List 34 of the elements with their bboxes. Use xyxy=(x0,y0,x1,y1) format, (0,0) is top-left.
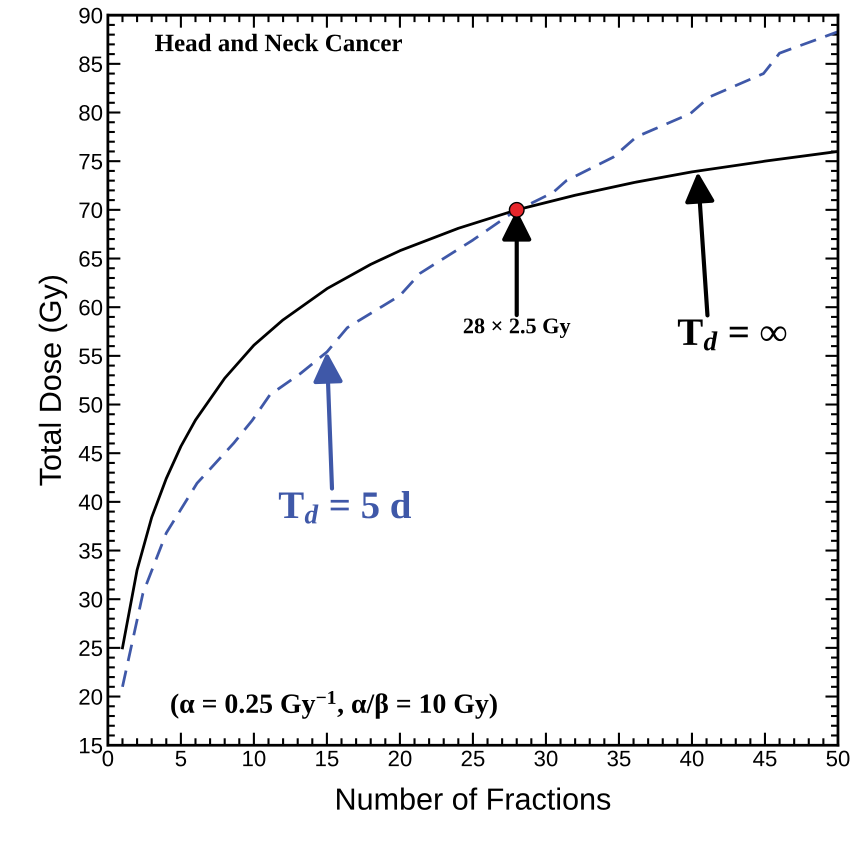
y-tick-label: 35 xyxy=(79,543,102,559)
x-tick-label: 50 xyxy=(826,750,850,766)
annotation: Head and Neck Cancer xyxy=(155,34,402,52)
y-tick-label: 60 xyxy=(79,300,102,316)
annotation: T$_{d}$ = ∞ xyxy=(678,319,786,351)
x-tick-label: 20 xyxy=(388,750,412,766)
y-tick-label: 80 xyxy=(79,105,102,121)
x-tick-label: 45 xyxy=(753,750,776,766)
y-tick-label: 85 xyxy=(79,56,102,72)
x-tick-label: 40 xyxy=(680,750,704,766)
y-tick-label: 50 xyxy=(79,397,102,413)
y-tick-label: 65 xyxy=(79,251,102,267)
y-tick-label: 15 xyxy=(80,738,102,754)
y-tick-label: 40 xyxy=(78,494,102,510)
x-tick-label: 35 xyxy=(607,750,630,766)
y-tick-label: 70 xyxy=(79,202,102,218)
x-tick-label: 10 xyxy=(243,750,266,766)
x-axis-title: Number of Fractions xyxy=(337,787,610,810)
y-tick-label: 45 xyxy=(78,446,102,462)
y-tick-label: 30 xyxy=(79,592,102,608)
annotation: (α = 0.25 Gy$^{−1}$, α/β = 10 Gy) xyxy=(171,691,497,719)
y-tick-label: 75 xyxy=(79,154,102,170)
x-tick-label: 0 xyxy=(102,750,114,766)
x-tick-label: 25 xyxy=(462,750,484,766)
annotation: 28 × 2.5 Gy xyxy=(464,318,570,338)
y-tick-label: 55 xyxy=(79,348,102,364)
x-tick-label: 30 xyxy=(534,750,558,766)
x-tick-label: 15 xyxy=(316,750,338,766)
y-tick-label: 25 xyxy=(79,640,102,656)
x-tick-label: 5 xyxy=(176,750,186,766)
y-tick-label: 90 xyxy=(79,8,102,24)
annotation: T$_{d}$ = 5 d xyxy=(278,491,411,524)
y-tick-label: 20 xyxy=(79,689,102,705)
y-axis-title: Total Dose (Gy) xyxy=(38,276,68,486)
